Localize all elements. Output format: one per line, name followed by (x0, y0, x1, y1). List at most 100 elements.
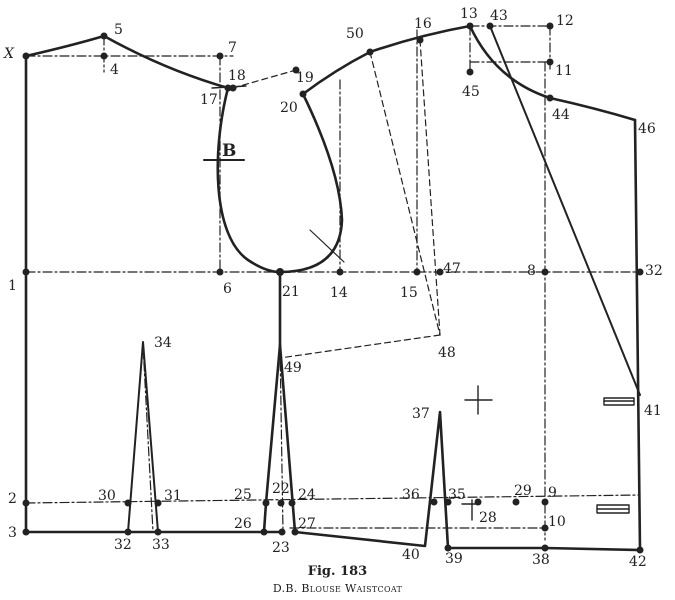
label-46: 46 (638, 121, 656, 137)
label-18: 18 (228, 68, 246, 84)
pattern-outline (24, 24, 642, 552)
lapel-roll-line (489, 25, 641, 396)
label-4: 4 (110, 62, 119, 78)
label-24: 24 (298, 487, 316, 503)
dot-44 (546, 94, 554, 102)
registration-cross (464, 385, 493, 415)
label-44: 44 (552, 107, 570, 123)
front-edge (633, 118, 642, 552)
pocket-marks (596, 397, 635, 514)
dot-14 (336, 268, 344, 276)
label-36: 36 (402, 487, 420, 503)
label-x: X (3, 46, 15, 62)
back-armhole (216, 86, 282, 274)
dot-1 (22, 268, 30, 276)
label-37: 37 (412, 406, 430, 422)
label-23: 23 (272, 540, 290, 556)
dot-2 (22, 499, 30, 507)
dot-12 (546, 22, 554, 30)
dot-17 (224, 84, 232, 92)
label-33: 33 (152, 537, 170, 553)
label-3: 3 (8, 525, 17, 541)
dot-9 (541, 498, 549, 506)
label-40: 40 (402, 547, 420, 563)
dot-38 (541, 544, 549, 552)
dot-42 (636, 546, 644, 554)
label-45: 45 (462, 84, 480, 100)
label-26: 26 (234, 516, 252, 532)
dot-19 (292, 66, 300, 74)
label-21: 21 (282, 284, 300, 300)
dot-15 (413, 268, 421, 276)
label-42: 42 (629, 554, 647, 570)
label-13: 13 (460, 6, 478, 22)
dot-8 (541, 268, 549, 276)
dot-21 (276, 268, 284, 276)
dot-36 (430, 498, 438, 506)
dart-34-center (142, 344, 154, 533)
dot-x (22, 52, 30, 60)
label-1: 1 (8, 278, 17, 294)
line-18-19 (232, 69, 297, 89)
label-9: 9 (548, 485, 557, 501)
label-48: 48 (438, 345, 456, 361)
label-43: 43 (490, 8, 508, 24)
section-marker-b: B (222, 141, 236, 161)
line-50-48 (369, 51, 441, 336)
dot-28 (474, 498, 482, 506)
label-31: 31 (164, 488, 182, 504)
label-19: 19 (296, 70, 314, 86)
dot-47 (436, 268, 444, 276)
label-22: 22 (272, 481, 290, 497)
label-8: 8 (527, 263, 536, 279)
label-11: 11 (555, 63, 573, 79)
dot-31 (154, 499, 162, 507)
label-38: 38 (532, 552, 550, 568)
dot-43 (486, 22, 494, 30)
figure-number: Fig. 183 (307, 564, 368, 579)
label-27: 27 (298, 516, 316, 532)
front-bottom-line (293, 410, 642, 552)
back-shoulder-seam (24, 34, 230, 90)
point-dots (22, 22, 644, 554)
label-28: 28 (479, 510, 497, 526)
back-side-seam (262, 270, 282, 534)
line-16-48 (419, 39, 441, 336)
dot-25 (262, 499, 270, 507)
back-dart (127, 341, 159, 533)
dot-29 (512, 498, 520, 506)
dot-16 (416, 36, 424, 44)
label-49: 49 (284, 360, 302, 376)
label-16: 16 (414, 16, 432, 32)
dot-20 (299, 90, 307, 98)
label-12: 12 (556, 13, 574, 29)
dot-13 (466, 22, 474, 30)
dot-32-front (636, 268, 644, 276)
label-34: 34 (154, 335, 172, 351)
dot-5 (100, 32, 108, 40)
construction-lines (25, 25, 641, 541)
dot-3 (22, 528, 30, 536)
label-41: 41 (644, 403, 662, 419)
label-20: 20 (280, 100, 298, 116)
dot-22 (277, 499, 285, 507)
dot-23 (278, 528, 286, 536)
label-30: 30 (98, 488, 116, 504)
dot-33 (154, 528, 162, 536)
label-29: 29 (514, 483, 532, 499)
label-7: 7 (228, 40, 237, 56)
label-35: 35 (448, 487, 466, 503)
label-47: 47 (443, 261, 461, 277)
dot-30 (124, 499, 132, 507)
label-32-front: 32 (645, 263, 663, 279)
label-2: 2 (8, 491, 17, 507)
dot-10 (541, 524, 549, 532)
point-labels: X 1 2 3 4 5 6 7 8 9 10 11 12 13 14 15 16… (3, 6, 663, 570)
dot-50 (366, 48, 374, 56)
front-armhole (278, 92, 344, 274)
dot-4 (100, 52, 108, 60)
dot-27 (291, 528, 299, 536)
label-10: 10 (548, 514, 566, 530)
dot-45 (466, 68, 474, 76)
